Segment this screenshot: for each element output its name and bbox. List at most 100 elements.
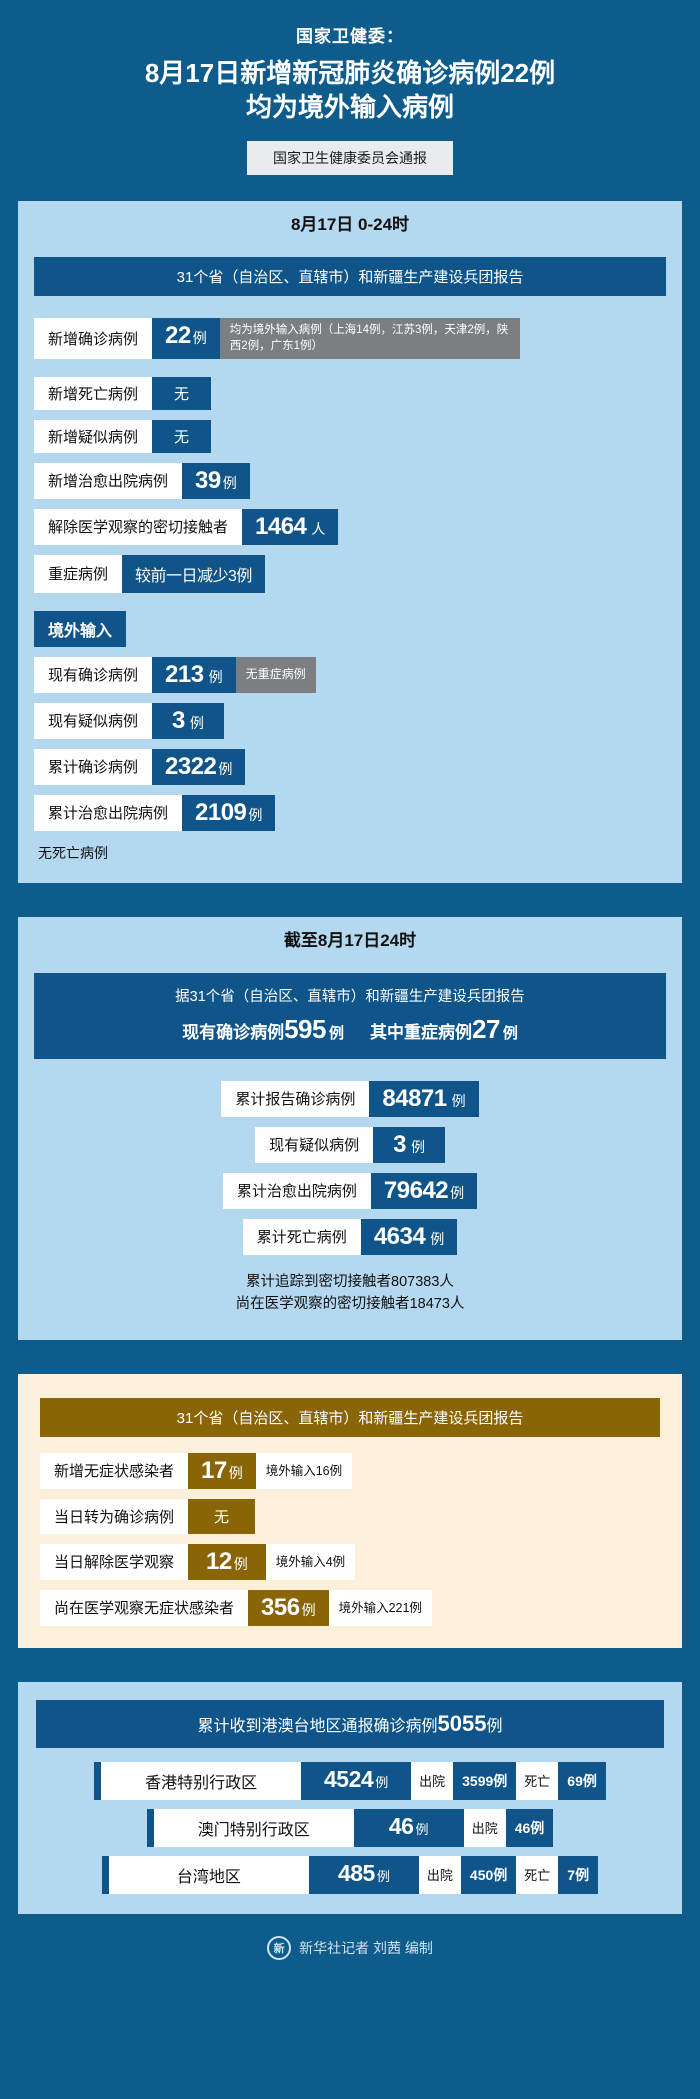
- region-deaths-label: 死亡: [516, 1855, 559, 1894]
- cumulative-footer-line1: 累计追踪到密切接触者807383人: [246, 1273, 454, 1290]
- row-number: 17: [201, 1456, 227, 1484]
- cumulative-footer: 累计追踪到密切接触者807383人 尚在医学观察的密切接触者18473人: [34, 1255, 666, 1322]
- row-value: 无: [188, 1498, 255, 1534]
- row-label: 新增无症状感染者: [40, 1452, 189, 1489]
- header-org: 国家卫健委：: [296, 27, 404, 46]
- row-value: 3 例: [152, 702, 224, 739]
- table-row: 台湾地区 485 例 出院 450例 死亡 7例: [101, 1855, 599, 1894]
- region-discharged-value: 46例: [505, 1808, 554, 1847]
- row-number: 无: [214, 1508, 229, 1526]
- row-number: 4634: [373, 1222, 426, 1250]
- row-value: 84871 例: [369, 1080, 479, 1117]
- current-confirmed-unit: 例: [328, 1024, 344, 1042]
- credit-bar: 新 新华社记者 刘茜 编制: [0, 1914, 700, 1984]
- table-row: 累计确诊病例 2322 例: [34, 748, 666, 785]
- table-row: 新增确诊病例 22 例 均为境外输入病例（上海14例，江苏3例，天津2例，陕西2…: [34, 317, 666, 359]
- row-label: 当日解除医学观察: [40, 1543, 189, 1580]
- region-discharged-label: 出院: [463, 1808, 506, 1847]
- table-row: 新增无症状感染者 17 例 境外输入16例: [40, 1452, 660, 1489]
- daily-section-card: 8月17日 0-24时 31个省（自治区、直辖市）和新疆生产建设兵团报告 新增确…: [18, 200, 682, 883]
- row-number: 1464: [255, 512, 307, 540]
- row-unit: 例: [450, 1184, 465, 1201]
- table-row: 当日解除医学观察 12 例 境外输入4例: [40, 1543, 660, 1580]
- region-discharged-value: 3599例: [453, 1761, 517, 1800]
- credit-text: 新华社记者 刘茜 编制: [299, 1939, 433, 1956]
- table-row: 新增死亡病例 无: [34, 376, 666, 410]
- region-discharged-value: 450例: [460, 1855, 517, 1894]
- header-title-line2: 均为境外输入病例: [245, 91, 454, 122]
- regions-title-prefix: 累计收到港澳台地区通报确诊病例: [197, 1717, 438, 1735]
- imported-footer: 无死亡病例: [38, 844, 108, 861]
- row-label: 现有疑似病例: [255, 1126, 374, 1163]
- asymptomatic-section-body: 31个省（自治区、直辖市）和新疆生产建设兵团报告 新增无症状感染者 17 例 境…: [18, 1374, 682, 1648]
- row-note: 境外输入16例: [255, 1452, 353, 1489]
- region-name: 台湾地区: [108, 1855, 309, 1894]
- row-label: 累计死亡病例: [242, 1218, 361, 1255]
- regions-section-card: 累计收到港澳台地区通报确诊病例5055例 香港特别行政区 4524 例 出院 3…: [18, 1681, 682, 1914]
- region-deaths-value: 69例: [558, 1761, 606, 1800]
- table-row: 澳门特别行政区 46 例 出院 46例: [146, 1808, 554, 1847]
- row-number: 2322: [165, 752, 217, 780]
- severe-group: 其中重症病例 27 例: [370, 1014, 518, 1045]
- row-unit: 人: [311, 520, 326, 537]
- regions-title-suffix: 例: [486, 1717, 503, 1735]
- imported-heading-wrap: 境外输入: [34, 593, 666, 647]
- region-cases-unit: 例: [415, 1821, 429, 1837]
- row-label: 新增治愈出院病例: [34, 462, 183, 499]
- row-label: 累计确诊病例: [34, 748, 153, 785]
- region-cases-number: 485: [337, 1859, 375, 1886]
- region-cases-unit: 例: [376, 1868, 390, 1884]
- row-value: 39 例: [182, 462, 250, 499]
- table-row: 现有确诊病例 213 例 无重症病例: [34, 656, 666, 693]
- table-row: 累计报告确诊病例 84871 例: [221, 1080, 479, 1117]
- table-row: 现有疑似病例 3 例: [34, 702, 666, 739]
- regions-title: 累计收到港澳台地区通报确诊病例5055例: [36, 1699, 664, 1748]
- cumulative-footer-line2: 尚在医学观察的密切接触者18473人: [235, 1296, 465, 1313]
- table-row: 累计治愈出院病例 2109 例: [34, 794, 666, 831]
- row-value: 17 例: [188, 1452, 256, 1489]
- source-badge: 国家卫生健康委员会通报: [247, 140, 453, 175]
- row-number: 无: [174, 385, 189, 403]
- table-row: 重症病例 较前一日减少3例: [34, 554, 666, 593]
- cumulative-section-card: 截至8月17日24时 据31个省（自治区、直辖市）和新疆生产建设兵团报告 现有确…: [18, 916, 682, 1340]
- table-row: 累计治愈出院病例 79642 例: [222, 1172, 478, 1209]
- row-bar: [146, 1808, 154, 1847]
- row-number: 356: [261, 1593, 300, 1621]
- severe-value: 27: [471, 1013, 500, 1044]
- region-cases-unit: 例: [375, 1774, 389, 1790]
- region-cases-number: 4524: [324, 1765, 374, 1792]
- row-unit: 例: [410, 1138, 425, 1155]
- row-value: 1464 人: [242, 508, 339, 545]
- region-cases-number: 46: [388, 1812, 414, 1839]
- row-label: 累计治愈出院病例: [222, 1172, 371, 1209]
- table-row: 尚在医学观察无症状感染者 356 例 境外输入221例: [40, 1589, 660, 1626]
- row-value: 356 例: [248, 1589, 329, 1626]
- daily-section-tab: 8月17日 0-24时: [225, 200, 475, 243]
- row-unit: 例: [222, 474, 237, 491]
- severe-label: 其中重症病例: [369, 1022, 472, 1042]
- regions-title-number: 5055: [437, 1710, 487, 1736]
- row-label: 重症病例: [34, 554, 123, 593]
- imported-heading: 境外输入: [34, 610, 127, 647]
- row-value: 无: [152, 419, 211, 453]
- row-note: 境外输入221例: [328, 1589, 432, 1626]
- row-label: 累计报告确诊病例: [221, 1080, 370, 1117]
- row-value: 79642 例: [370, 1172, 478, 1209]
- cumulative-section-tab: 截至8月17日24时: [210, 916, 490, 959]
- row-label: 解除医学观察的密切接触者: [34, 508, 243, 545]
- region-name: 香港特别行政区: [101, 1761, 302, 1800]
- row-number: 2109: [195, 798, 247, 826]
- daily-report-banner: 31个省（自治区、直辖市）和新疆生产建设兵团报告: [34, 256, 666, 296]
- region-deaths-label: 死亡: [516, 1761, 559, 1800]
- row-note: 均为境外输入病例（上海14例，江苏3例，天津2例，陕西2例，广东1例）: [219, 317, 520, 359]
- source-badge-wrap: 国家卫生健康委员会通报: [40, 140, 660, 175]
- current-confirmed-value: 595: [284, 1013, 326, 1044]
- daily-section-body: 31个省（自治区、直辖市）和新疆生产建设兵团报告 新增确诊病例 22 例 均为境…: [18, 243, 682, 883]
- asymptomatic-section-card: 31个省（自治区、直辖市）和新疆生产建设兵团报告 新增无症状感染者 17 例 境…: [18, 1373, 682, 1648]
- row-number: 3: [172, 706, 185, 734]
- region-cases: 46 例: [353, 1808, 464, 1847]
- table-row: 累计死亡病例 4634 例: [242, 1218, 458, 1255]
- header-title-line1: 8月17日新增新冠肺炎确诊病例22例: [144, 58, 556, 88]
- spacer: [0, 883, 700, 917]
- row-unit: 例: [218, 760, 233, 777]
